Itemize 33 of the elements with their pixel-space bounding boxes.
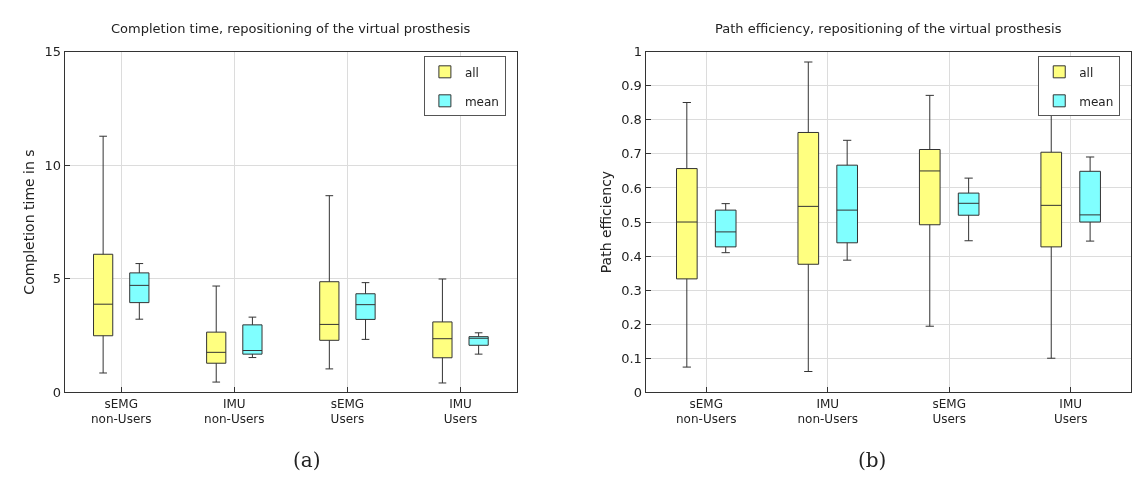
y-tick-label: 15 <box>44 44 62 60</box>
y-tick-label: 1 <box>633 44 642 60</box>
y-tick-label: 0 <box>633 384 642 400</box>
y-tick-label: 0.9 <box>621 78 642 94</box>
chart-title: Completion time, repositioning of the virtual prosthesis <box>111 21 471 36</box>
legend-label: all <box>1079 65 1094 80</box>
y-tick-label: 0.8 <box>621 112 642 128</box>
legend-label: all <box>464 65 479 80</box>
x-tick-label: IMU Users <box>443 396 478 427</box>
y-tick-label: 0.1 <box>621 350 642 366</box>
y-tick-label: 0.5 <box>621 214 642 230</box>
x-tick-label: sEMG non-Users <box>676 396 737 427</box>
x-tick-label: IMU non-Users <box>797 396 858 427</box>
y-tick-label: 0.3 <box>621 282 642 298</box>
legend-label: mean <box>464 94 499 109</box>
chart-title: Path efficiency, repositioning of the virtual prosthesis <box>715 21 1062 36</box>
x-tick-label: IMU non-Users <box>204 396 265 427</box>
x-tick-label: sEMG non-Users <box>90 396 152 427</box>
text: (b) <box>858 448 887 472</box>
y-tick-label: 0.2 <box>621 316 642 332</box>
y-tick-label: 10 <box>44 157 62 173</box>
x-tick-label: IMU Users <box>1053 396 1088 427</box>
y-tick-label: 0.7 <box>621 146 642 162</box>
y-axis-title: Path efficiency <box>597 170 614 274</box>
x-tick-label: sEMG Users <box>932 396 966 427</box>
legend-label: mean <box>1079 94 1114 109</box>
y-tick-label: 0.6 <box>621 180 642 196</box>
x-tick-label: sEMG Users <box>330 396 365 427</box>
y-axis-title: Completion time in s <box>21 149 38 295</box>
y-tick-label: 0.4 <box>621 248 642 264</box>
y-tick-label: 0 <box>52 384 62 400</box>
y-tick-label: 5 <box>52 271 62 287</box>
text: (a) <box>293 448 321 472</box>
